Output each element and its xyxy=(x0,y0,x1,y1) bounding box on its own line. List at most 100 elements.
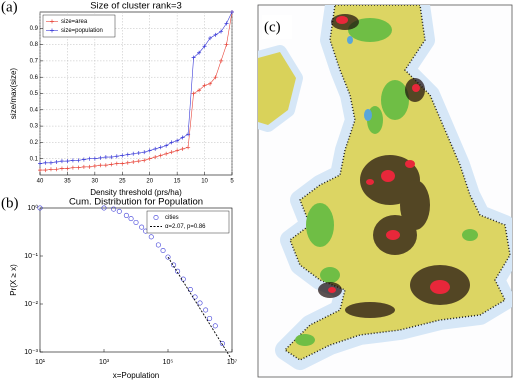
data-point xyxy=(142,150,147,155)
x-tick-label: 10 xyxy=(201,179,208,185)
data-point xyxy=(65,166,70,171)
data-point xyxy=(123,212,129,218)
x-tick-label: 10⁷ xyxy=(227,359,238,366)
data-point xyxy=(103,163,108,168)
y-tick-label: 0.4 xyxy=(30,107,39,113)
data-point xyxy=(165,254,171,260)
x-tick-label: 5 xyxy=(230,179,234,185)
data-point xyxy=(224,21,229,26)
legend-marker xyxy=(50,28,54,33)
data-point xyxy=(136,150,141,155)
cities xyxy=(328,16,450,294)
x-tick-label: 25 xyxy=(119,179,126,185)
data-point xyxy=(148,234,154,240)
data-point xyxy=(43,168,48,173)
data-point xyxy=(202,44,207,49)
data-point xyxy=(191,91,196,96)
data-point xyxy=(98,163,103,168)
data-point xyxy=(125,152,130,157)
chart-title: Size of cluster rank=3 xyxy=(90,1,182,12)
data-point xyxy=(114,161,119,166)
data-point xyxy=(169,140,174,145)
data-point xyxy=(109,155,114,160)
data-point xyxy=(197,50,202,55)
data-point xyxy=(81,157,86,162)
x-tick-label: 35 xyxy=(64,179,71,185)
panel-label: (c) xyxy=(264,19,281,35)
data-point xyxy=(213,75,218,80)
data-point xyxy=(171,262,177,268)
data-point xyxy=(191,55,196,60)
legend-label: cities xyxy=(165,215,179,221)
chart-panel: Size of cluster rank=3 (a) Density thresho… xyxy=(1,0,234,197)
data-point xyxy=(111,206,117,212)
data-point xyxy=(160,248,166,254)
data-point xyxy=(70,158,75,163)
data-point xyxy=(153,146,158,151)
x-tick-label: 10¹ xyxy=(35,359,46,366)
data-point xyxy=(212,323,218,329)
data-point xyxy=(76,165,81,170)
y-axis-label: size/max(size) xyxy=(9,68,18,119)
y-tick-label: 10⁰ xyxy=(27,204,38,212)
panel-label: (b) xyxy=(1,195,19,211)
data-point xyxy=(147,148,152,153)
data-point xyxy=(65,159,70,164)
y-tick-label: 0.7 xyxy=(30,58,39,64)
ireland-land xyxy=(258,52,296,125)
data-point xyxy=(59,159,64,164)
data-point xyxy=(187,287,193,293)
y-tick-label: 0.6 xyxy=(30,75,39,81)
data-point xyxy=(43,160,48,165)
chart-title: Cum. Distribution for Population xyxy=(69,197,203,208)
data-point xyxy=(116,208,122,214)
data-point xyxy=(230,10,234,14)
data-point xyxy=(207,315,213,321)
y-tick-label: 0.2 xyxy=(30,140,39,146)
data-point xyxy=(98,155,103,160)
vegetation xyxy=(295,18,478,346)
series-line xyxy=(167,256,233,361)
data-point xyxy=(131,159,136,164)
data-point xyxy=(37,205,43,211)
data-point xyxy=(175,138,180,143)
chart-panel: Cum. Distribution for Population (b) x=Pop… xyxy=(1,195,238,380)
data-point xyxy=(219,29,224,34)
data-point xyxy=(208,36,213,41)
data-point xyxy=(197,300,203,306)
x-tick-label: 40 xyxy=(37,179,44,185)
data-point xyxy=(139,224,145,230)
x-axis-label: x=Population xyxy=(113,371,159,380)
data-point xyxy=(114,154,119,159)
x-tick-label: 20 xyxy=(146,179,153,185)
data-point xyxy=(120,153,125,158)
y-tick-label: 0.8 xyxy=(30,42,39,48)
data-point xyxy=(175,268,181,274)
data-point xyxy=(133,219,139,225)
y-tick-label: 10⁻¹ xyxy=(24,253,38,260)
legend-marker xyxy=(50,19,54,24)
y-tick-label: 0.3 xyxy=(30,124,39,130)
x-tick-label: 10³ xyxy=(99,359,110,366)
data-point xyxy=(87,156,92,161)
data-point xyxy=(76,158,81,163)
legend-label: size=area xyxy=(61,19,88,25)
y-tick-label: 0.5 xyxy=(30,91,39,97)
data-point xyxy=(136,159,141,164)
y-axis-label: Pr(X ≥ x) xyxy=(9,264,18,296)
legend-box xyxy=(42,14,116,38)
data-point xyxy=(203,307,209,313)
y-tick-label: 0.9 xyxy=(30,26,39,32)
map-image xyxy=(258,5,512,370)
data-point xyxy=(103,155,108,160)
data-point xyxy=(54,159,59,164)
y-tick-label: 10⁻³ xyxy=(24,349,38,356)
data-point xyxy=(92,164,97,169)
data-point xyxy=(38,161,42,166)
x-tick-label: 10⁵ xyxy=(163,359,174,366)
data-point xyxy=(175,148,180,153)
legend-box xyxy=(146,210,230,234)
data-point xyxy=(158,153,163,158)
data-point xyxy=(186,145,191,150)
